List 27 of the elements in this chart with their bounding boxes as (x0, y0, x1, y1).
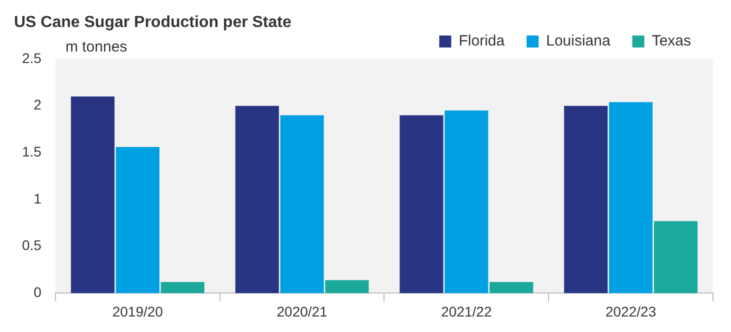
y-tick-label: 1 (34, 190, 42, 206)
bar (400, 115, 444, 294)
bar (70, 96, 115, 294)
y-tick-label: 2.5 (22, 50, 42, 66)
x-tick-label: 2019/20 (112, 303, 164, 320)
bar (564, 106, 608, 294)
y-tick-label: 2 (34, 96, 42, 113)
bar (444, 110, 488, 294)
bar (654, 221, 698, 294)
bar (490, 282, 534, 294)
y-axis-title: m tonnes (65, 38, 128, 56)
legend-label: Texas (652, 32, 692, 50)
y-tick-label: 0.5 (22, 237, 42, 254)
bar (325, 280, 369, 294)
x-tick-label: 2022/23 (606, 303, 656, 320)
bar (235, 106, 279, 294)
bar (160, 282, 204, 294)
x-tick-label: 2020/21 (276, 303, 328, 320)
chart-title: US Cane Sugar Production per State (14, 14, 292, 32)
y-tick-label: 1.5 (22, 144, 42, 160)
bar (609, 102, 653, 294)
legend-label: Louisiana (546, 32, 611, 50)
legend-label: Florida (458, 32, 506, 50)
bar (116, 147, 160, 294)
x-tick-label: 2021/22 (441, 303, 492, 320)
bar (280, 115, 324, 294)
y-tick-label: 0 (34, 284, 42, 300)
